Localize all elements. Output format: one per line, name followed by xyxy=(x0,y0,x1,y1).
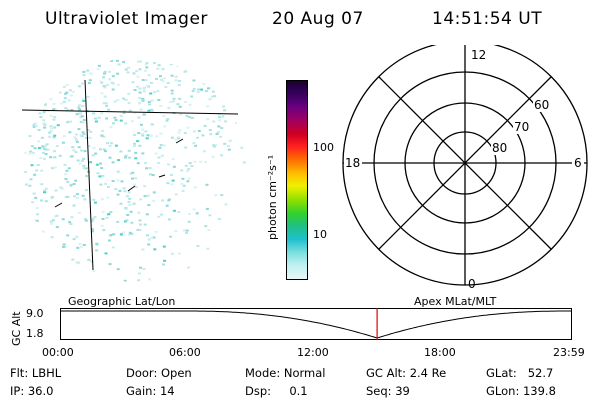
door-value: Open xyxy=(160,366,192,380)
x-tick-1800: 18:00 xyxy=(424,346,456,359)
ip-value: 36.0 xyxy=(27,384,54,398)
lat-label-80: 80 xyxy=(492,141,507,155)
colorbar-unit-label: photon cm⁻²s⁻¹ xyxy=(266,154,279,240)
lat-label-60: 60 xyxy=(534,98,549,112)
gain-field: Gain: 14 xyxy=(126,384,175,398)
x-tick-0600: 06:00 xyxy=(169,346,201,359)
x-tick-2359: 23:59 xyxy=(553,346,585,359)
geo-latitude-line xyxy=(21,109,239,115)
glat-value: 52.7 xyxy=(527,366,554,380)
auroral-emission-speckles xyxy=(23,58,246,282)
filter-field: Flt: LBHL xyxy=(10,366,62,380)
glon-field: GLon: 139.8 xyxy=(486,384,556,398)
colorbar-tick-10: 10 xyxy=(313,228,327,241)
colorbar-tick-100: 100 xyxy=(313,141,334,154)
timeline-y-max: 9.0 xyxy=(26,307,44,320)
timeline-right-title: Apex MLat/MLT xyxy=(414,295,497,308)
polar-mlt-plot: 12 18 6 0 60 70 80 xyxy=(342,45,588,290)
geographic-image xyxy=(21,58,246,282)
timeline-y-min: 1.8 xyxy=(26,327,44,340)
timeline-left-title: Geographic Lat/Lon xyxy=(68,295,176,308)
mlt-label-18: 18 xyxy=(345,156,360,170)
mode-value: Normal xyxy=(283,366,326,380)
gc-alt-field: GC Alt: 2.4 Re xyxy=(366,366,447,380)
lat-label-70: 70 xyxy=(514,120,529,134)
mlt-label-0: 0 xyxy=(468,277,476,290)
gc-alt-value: 2.4 Re xyxy=(409,366,447,380)
time-label: 14:51:54 UT xyxy=(432,9,543,29)
altitude-curve xyxy=(60,310,572,339)
ip-field: IP: 36.0 xyxy=(10,384,54,398)
mlt-label-6: 6 xyxy=(574,156,582,170)
glon-value: 139.8 xyxy=(522,384,556,398)
geo-longitude-line xyxy=(84,79,94,271)
x-tick-0000: 00:00 xyxy=(42,346,74,359)
coastline-fragment xyxy=(54,202,63,208)
seq-field: Seq: 39 xyxy=(366,384,410,398)
date-label: 20 Aug 07 xyxy=(272,9,364,29)
dsp-value: 0.1 xyxy=(289,384,308,398)
coastline-fragment xyxy=(158,174,166,178)
dsp-field: Dsp: 0.1 xyxy=(245,384,308,398)
glat-field: GLat: 52.7 xyxy=(486,366,554,380)
coastline-fragment xyxy=(127,185,136,192)
instrument-title: Ultraviolet Imager xyxy=(45,9,208,29)
altitude-timeline-plot xyxy=(60,308,572,340)
mlt-diagonal-2 xyxy=(378,76,552,250)
mode-field: Mode: Normal xyxy=(245,366,326,380)
timeline-y-label: GC Alt xyxy=(10,311,23,346)
door-field: Door: Open xyxy=(126,366,192,380)
gain-value: 14 xyxy=(159,384,175,398)
filter-value: LBHL xyxy=(31,366,62,380)
x-tick-1200: 12:00 xyxy=(297,346,329,359)
seq-value: 39 xyxy=(395,384,410,398)
mlt-label-12: 12 xyxy=(471,48,486,62)
coastline-fragment xyxy=(175,138,184,144)
colorbar xyxy=(286,80,308,280)
